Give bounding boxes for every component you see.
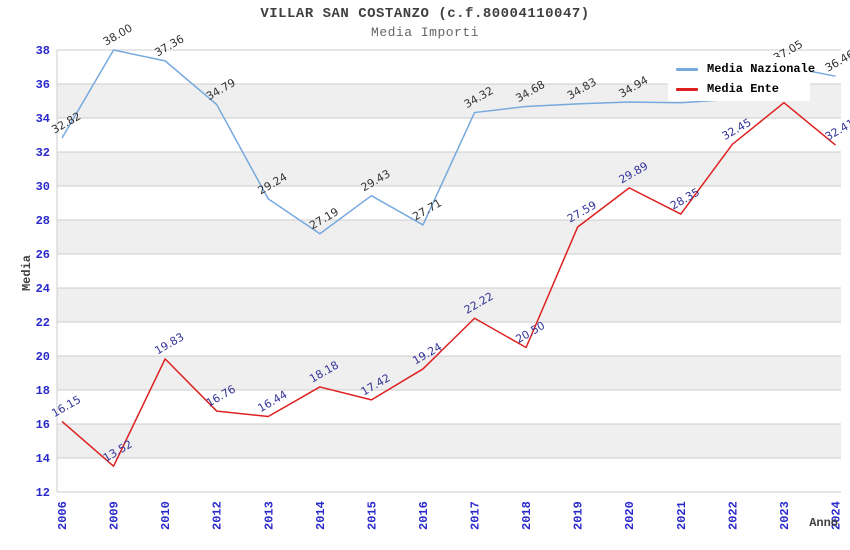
x-tick-label: 2018 — [520, 501, 534, 530]
x-tick-label: 2014 — [314, 501, 328, 530]
x-tick-label: 2010 — [159, 501, 173, 530]
band — [57, 288, 841, 322]
y-tick-label: 18 — [36, 384, 50, 398]
x-tick-label: 2019 — [572, 501, 586, 530]
media-nazionale-line — [61, 49, 836, 235]
point-label: 36.46 — [823, 48, 850, 75]
x-tick-label: 2009 — [108, 501, 122, 530]
y-tick-label: 16 — [36, 418, 50, 432]
point-label: 16.15 — [49, 393, 83, 420]
legend-item-media-ente: Media Ente — [676, 82, 810, 96]
x-tick-label: 2006 — [56, 501, 70, 530]
x-tick-label: 2023 — [778, 501, 792, 530]
band — [57, 220, 841, 254]
point-label: 37.36 — [152, 32, 186, 59]
y-tick-label: 38 — [36, 44, 50, 58]
y-axis-title: Media — [20, 255, 34, 292]
y-tick-label: 20 — [36, 350, 50, 364]
media-ente-swatch-icon — [676, 87, 698, 91]
y-tick-label: 12 — [36, 486, 50, 500]
y-tick-label: 36 — [36, 78, 50, 92]
y-tick-label: 30 — [36, 180, 50, 194]
x-tick-label: 2017 — [469, 501, 483, 530]
point-label: 32.45 — [720, 116, 754, 143]
y-tick-label: 28 — [36, 214, 50, 228]
media-ente-line — [61, 101, 836, 467]
point-label: 27.71 — [410, 196, 444, 223]
y-tick-label: 34 — [36, 112, 50, 126]
chart-title: VILLAR SAN COSTANZO (c.f.80004110047) — [260, 6, 590, 22]
x-tick-label: 2012 — [211, 501, 225, 530]
point-label: 19.83 — [152, 330, 186, 357]
point-label: 32.41 — [823, 116, 850, 143]
y-tick-label: 32 — [36, 146, 50, 160]
band — [57, 424, 841, 458]
x-tick-label: 2021 — [675, 501, 689, 530]
chart-subtitle: Media Importi — [371, 25, 479, 40]
point-label: 20.50 — [513, 319, 547, 346]
point-label: 16.44 — [256, 388, 290, 415]
point-label: 38.00 — [101, 21, 135, 48]
legend-label: Media Nazionale — [707, 62, 816, 76]
y-tick-label: 14 — [36, 452, 50, 466]
legend-item-media-nazionale: Media Nazionale — [676, 62, 815, 76]
band — [57, 356, 841, 390]
x-tick-label: 2015 — [365, 501, 379, 530]
y-tick-label: 26 — [36, 248, 50, 262]
x-tick-label: 2013 — [262, 501, 276, 530]
media-nazionale-swatch-icon — [676, 67, 698, 71]
x-tick-label: 2016 — [417, 501, 431, 530]
x-tick-label: 2024 — [830, 501, 844, 530]
legend-label: Media Ente — [707, 82, 780, 96]
x-tick-label: 2020 — [623, 501, 637, 530]
y-tick-label: 22 — [36, 316, 50, 330]
chart-legend: Media Nazionale Media Ente — [668, 57, 815, 101]
x-axis-title: Anno — [809, 516, 838, 530]
y-tick-label: 24 — [36, 282, 50, 296]
x-tick-label: 2022 — [726, 501, 740, 530]
